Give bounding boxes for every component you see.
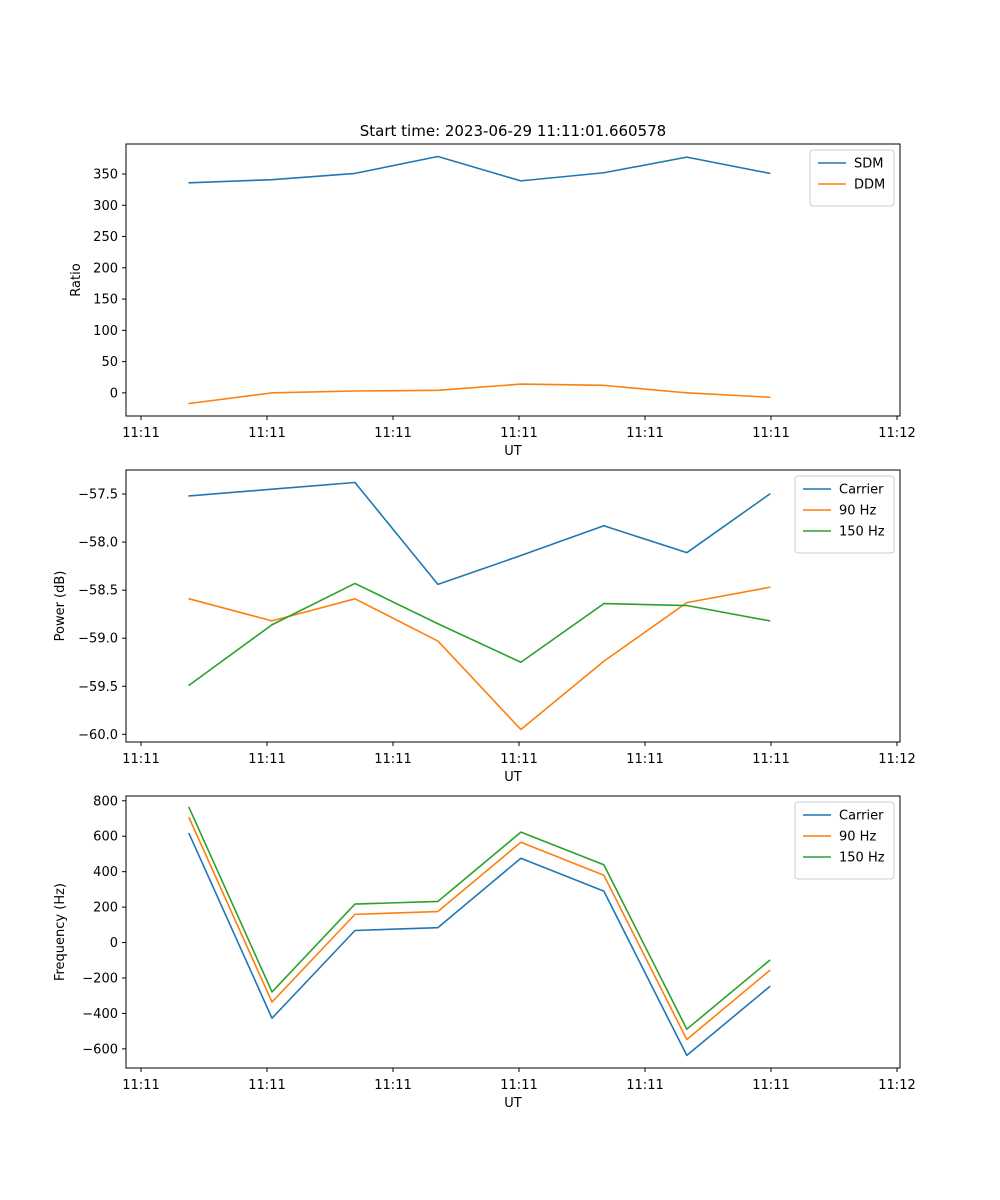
ratio-y-tick-label: 200 (93, 261, 118, 276)
power-x-tick-label: 11:11 (248, 752, 285, 767)
frequency-x-tick-label: 11:12 (878, 1078, 915, 1093)
ratio-y-tick-label: 300 (93, 199, 118, 214)
power-y-axis-label: Power (dB) (53, 571, 68, 642)
frequency-legend-label-carrier: Carrier (839, 809, 884, 824)
ratio-y-tick-label: 50 (101, 355, 118, 370)
power-legend-label-150-hz: 150 Hz (839, 525, 885, 540)
power-series-90-hz-line (188, 586, 771, 731)
frequency-x-tick-label: 11:11 (500, 1078, 537, 1093)
frequency-y-tick-label: −400 (82, 1007, 118, 1022)
power-y-tick-label: −59.0 (78, 632, 118, 647)
power-x-tick-label: 11:12 (878, 752, 915, 767)
frequency-y-tick-label: −200 (82, 971, 118, 986)
ratio-y-axis-label: Ratio (69, 263, 84, 296)
ratio-y-tick-label: 100 (93, 324, 118, 339)
frequency-legend: Carrier 90 Hz 150 Hz (794, 801, 895, 880)
frequency-legend-box (794, 801, 895, 880)
frequency-x-tick-label: 11:11 (752, 1078, 789, 1093)
ratio-y-tick-label: 250 (93, 230, 118, 245)
frequency-y-tick-label: 800 (93, 794, 118, 809)
ratio-series-sdm-line (188, 155, 771, 184)
power-series-carrier-line (188, 481, 771, 586)
power-x-axis-label: UT (504, 770, 522, 785)
ratio-legend: SDM DDM (809, 149, 895, 207)
power-legend-box (794, 475, 895, 554)
power-y-tick-label: −59.5 (78, 680, 118, 695)
ratio-series-ddm-line (188, 383, 771, 405)
chart-title: Start time: 2023-06-29 11:11:01.660578 (360, 122, 666, 140)
frequency-x-tick-label: 11:11 (248, 1078, 285, 1093)
power-x-tick-label: 11:11 (374, 752, 411, 767)
power-legend-label-carrier: Carrier (839, 483, 884, 498)
frequency-legend-label-90-hz: 90 Hz (839, 830, 876, 845)
ratio-y-tick-label: 350 (93, 168, 118, 183)
frequency-y-tick-label: 400 (93, 865, 118, 880)
ratio-x-tick-label: 11:11 (752, 426, 789, 441)
frequency-y-tick-label: 200 (93, 901, 118, 916)
frequency-series-carrier-line (188, 832, 771, 1057)
ratio-x-tick-label: 11:11 (500, 426, 537, 441)
ratio-y-tick-label: 0 (110, 386, 118, 401)
frequency-x-tick-label: 11:11 (374, 1078, 411, 1093)
frequency-y-tick-label: 0 (110, 936, 118, 951)
ratio-x-tick-label: 11:11 (626, 426, 663, 441)
ratio-x-tick-label: 11:11 (122, 426, 159, 441)
ratio-x-axis-label: UT (504, 444, 522, 459)
power-x-tick-label: 11:11 (626, 752, 663, 767)
power-panel: 11:11 11:11 11:11 11:11 11:11 11:11 11:12 −60.0… (53, 469, 916, 785)
ratio-x-tick-label: 11:11 (248, 426, 285, 441)
frequency-x-tick-label: 11:11 (626, 1078, 663, 1093)
frequency-y-tick-label: 600 (93, 830, 118, 845)
ratio-panel: 11:11 11:11 11:11 11:11 11:11 11:11 11:12 0 50 10… (69, 143, 916, 459)
frequency-panel: 11:11 11:11 11:11 11:11 11:11 11:11 11:12 −600 −… (53, 794, 916, 1111)
frequency-legend-label-150-hz: 150 Hz (839, 851, 885, 866)
ratio-x-tick-label: 11:12 (878, 426, 915, 441)
ratio-legend-label-sdm: SDM (854, 157, 883, 172)
frequency-axes-frame (125, 795, 901, 1069)
ratio-y-tick-label: 150 (93, 293, 118, 308)
power-x-tick-label: 11:11 (122, 752, 159, 767)
power-x-tick-label: 11:11 (752, 752, 789, 767)
ratio-legend-label-ddm: DDM (854, 178, 885, 193)
frequency-series-90-hz-line (188, 816, 771, 1041)
power-x-tick-label: 11:11 (500, 752, 537, 767)
ratio-legend-box (809, 149, 895, 207)
frequency-y-tick-label: −600 (82, 1042, 118, 1057)
power-y-tick-label: −60.0 (78, 728, 118, 743)
power-y-tick-label: −58.0 (78, 536, 118, 551)
ratio-x-tick-label: 11:11 (374, 426, 411, 441)
power-legend-label-90-hz: 90 Hz (839, 504, 876, 519)
ratio-axes-frame (125, 143, 901, 417)
power-axes-frame (125, 469, 901, 743)
power-y-tick-label: −57.5 (78, 488, 118, 503)
frequency-x-axis-label: UT (504, 1096, 522, 1111)
frequency-x-tick-label: 11:11 (122, 1078, 159, 1093)
frequency-y-axis-label: Frequency (Hz) (53, 883, 68, 981)
power-legend: Carrier 90 Hz 150 Hz (794, 475, 895, 554)
power-series-150-hz-line (188, 582, 771, 687)
frequency-series-150-hz-line (188, 806, 771, 1030)
power-y-tick-label: −58.5 (78, 584, 118, 599)
